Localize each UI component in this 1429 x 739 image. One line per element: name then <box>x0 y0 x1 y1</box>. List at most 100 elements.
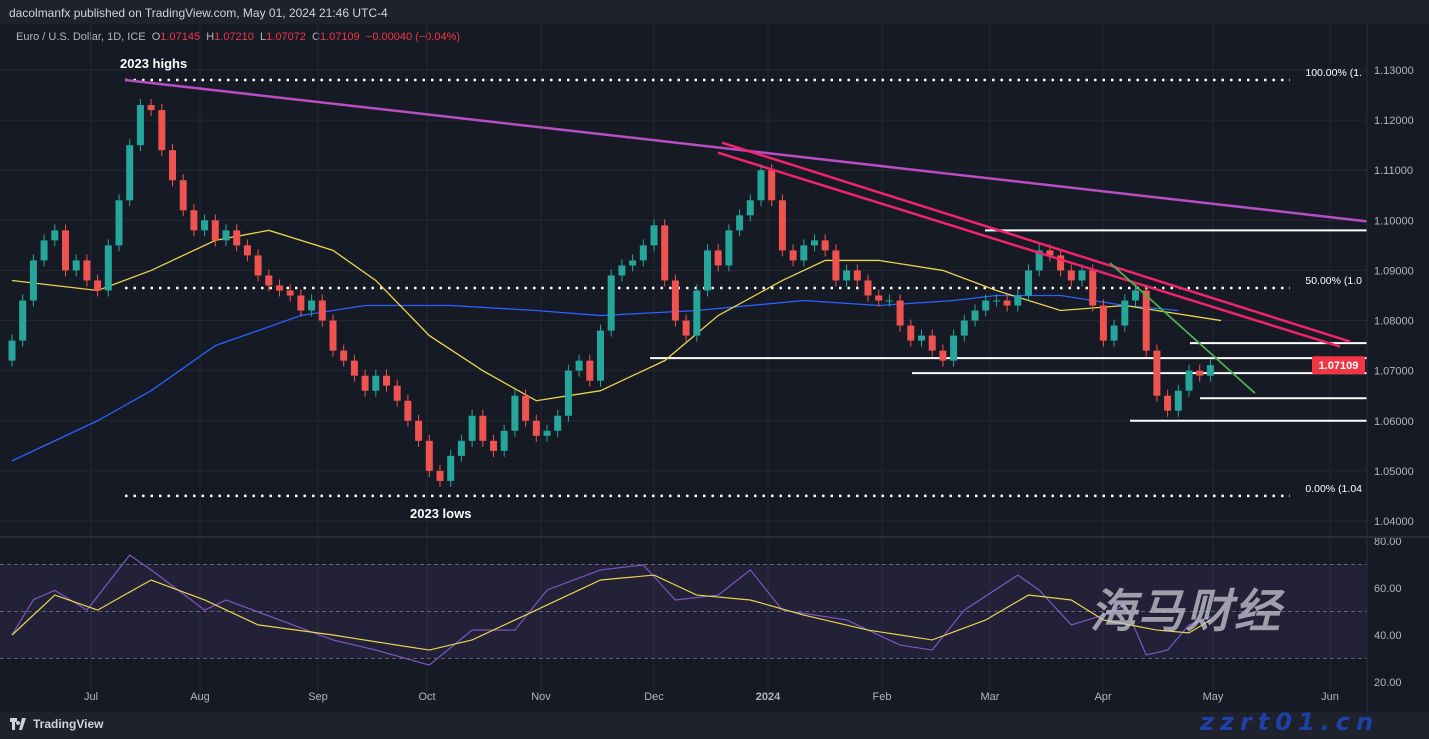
time-tick-label: Aug <box>190 691 210 703</box>
candle-body <box>8 340 16 361</box>
candle-body <box>821 240 829 251</box>
candle-body <box>843 270 851 281</box>
footer <box>0 712 1429 739</box>
price-tick-label: 1.11000 <box>1374 165 1413 177</box>
time-tick-label: Feb <box>873 691 892 703</box>
fib-level-label: 0.00% (1.04 <box>1305 483 1362 495</box>
candle-body <box>532 420 540 436</box>
time-tick-label: Oct <box>418 691 435 703</box>
candle-body <box>490 440 497 451</box>
price-tick-label: 1.10000 <box>1374 215 1414 227</box>
candle-body <box>372 375 380 391</box>
candle-body <box>72 260 80 271</box>
time-tick-label: 2024 <box>756 691 781 703</box>
candle-body <box>586 360 594 381</box>
tradingview-brand: TradingView <box>33 717 104 731</box>
candle-body <box>308 300 316 311</box>
candle-body <box>661 225 669 281</box>
open-value: 1.07145 <box>160 31 201 43</box>
candle-body <box>115 200 123 246</box>
candles <box>8 99 1214 487</box>
candle-body <box>757 170 765 201</box>
candle-body <box>714 250 722 266</box>
candle-body <box>650 225 658 246</box>
time-tick-label: Jul <box>84 691 98 703</box>
watermark-cn: 海马财经 <box>1090 584 1282 638</box>
candle-body <box>1067 270 1075 281</box>
rsi-tick-label: 60.00 <box>1374 583 1402 595</box>
candle-body <box>543 430 551 436</box>
candle-body <box>286 290 294 296</box>
candle-body <box>982 300 990 311</box>
candle-body <box>1078 270 1086 281</box>
candle-body <box>682 320 690 336</box>
candle-body <box>1206 365 1214 376</box>
candle-body <box>233 230 241 246</box>
candle-body <box>276 285 283 291</box>
candle-body <box>768 170 776 201</box>
candle-body <box>136 105 144 146</box>
candle-body <box>1110 325 1118 341</box>
candle-body <box>190 210 198 231</box>
tradingview-logo[interactable]: TradingView <box>10 717 103 731</box>
candle-body <box>928 335 936 351</box>
candle-body <box>939 350 947 361</box>
last-price-tag <box>1312 356 1365 375</box>
low-label: L <box>260 31 267 43</box>
time-tick-label: Jun <box>1321 691 1339 703</box>
candle-body <box>222 230 230 241</box>
time-tick-label: Nov <box>531 691 551 703</box>
annotation-lows: 2023 lows <box>410 506 471 521</box>
price-chart[interactable]: 100.00% (1. 50.00% (1.0 0.00% (1.04 1.0710… <box>0 0 1429 712</box>
candle-body <box>746 200 754 216</box>
candle-body <box>629 260 637 266</box>
candle-body <box>693 290 701 336</box>
candle-body <box>243 245 251 256</box>
rsi-tick-label: 80.00 <box>1374 536 1402 548</box>
price-axis: 1.13000 1.12000 1.11000 1.10000 1.09000 1.080… <box>84 65 1414 703</box>
candle-body <box>40 240 48 261</box>
candle-body <box>960 320 968 336</box>
candle-body <box>522 395 530 421</box>
close-value: 1.07109 <box>320 31 360 43</box>
candle-body <box>671 280 679 321</box>
short-term-trendline <box>1109 262 1256 394</box>
candle-body <box>1174 390 1182 411</box>
candle-body <box>778 200 786 251</box>
price-tick-label: 1.12000 <box>1374 115 1414 127</box>
price-tick-label: 1.07000 <box>1374 366 1414 378</box>
candle-body <box>126 145 134 201</box>
publisher-line: dacolmanfx published on TradingView.com,… <box>9 6 388 20</box>
candle-body <box>1196 370 1204 376</box>
time-tick-label: Dec <box>644 691 664 703</box>
trendlines: 1.07109 <box>124 78 1368 394</box>
symbol-name: Euro / U.S. Dollar, 1D, ICE <box>16 31 146 43</box>
candle-body <box>158 110 166 151</box>
candle-body <box>564 370 572 416</box>
candle-body <box>971 310 979 321</box>
rsi-pane <box>0 554 1367 666</box>
close-label: C <box>312 31 320 43</box>
fib-level-label: 100.00% (1. <box>1305 67 1362 79</box>
candle-body <box>500 430 508 451</box>
candle-body <box>639 245 647 261</box>
candle-body <box>29 260 37 301</box>
rsi-ma-line <box>11 574 1211 651</box>
open-label: O <box>151 31 161 43</box>
low-value: 1.07072 <box>266 31 306 43</box>
candle-body <box>1099 305 1107 341</box>
candle-body <box>179 180 187 211</box>
candle-body <box>1185 370 1193 391</box>
candle-body <box>1025 270 1032 296</box>
price-tick-label: 1.04000 <box>1374 516 1414 528</box>
candle-body <box>425 440 433 471</box>
time-tick-label: Mar <box>981 691 1000 703</box>
channel-line-lower <box>717 151 1341 348</box>
annotation-highs: 2023 highs <box>120 56 187 71</box>
candle-body <box>864 280 872 296</box>
candle-body <box>950 335 958 361</box>
candle-body <box>1014 295 1022 306</box>
candle-body <box>340 350 348 361</box>
tradingview-logo-icon <box>10 718 26 730</box>
candle-body <box>1035 250 1043 271</box>
